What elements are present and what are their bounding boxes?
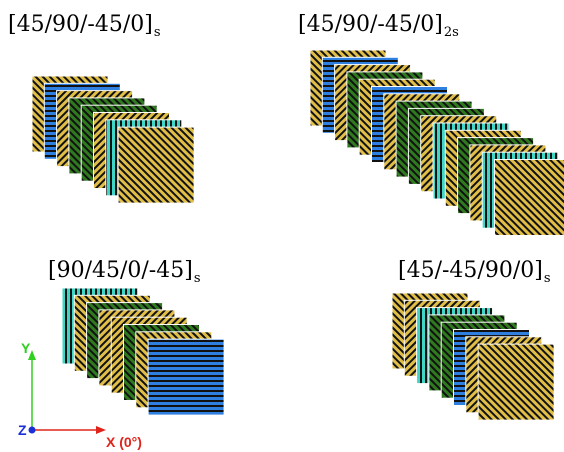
laminate-title-3-main: [90/45/0/-45] xyxy=(48,258,193,283)
coordinate-axes: Y X (0°) Z xyxy=(18,340,142,450)
y-axis-label: Y xyxy=(21,340,31,356)
z-axis-label: Z xyxy=(18,422,27,438)
ply-8 xyxy=(477,343,555,421)
laminate-stack-1 xyxy=(31,75,195,204)
laminate-title-2: [45/90/-45/0]2s xyxy=(298,12,459,40)
ply-8 xyxy=(117,126,195,204)
laminate-title-1-main: [45/90/-45/0] xyxy=(8,12,153,37)
y-axis-arrowhead xyxy=(28,350,36,360)
laminate-title-4-sub: s xyxy=(543,271,551,286)
laminate-title-2-main: [45/90/-45/0] xyxy=(298,12,443,37)
laminate-title-1-sub: s xyxy=(153,25,161,40)
laminate-title-4-main: [45/-45/90/0] xyxy=(398,258,543,283)
laminate-stack-2 xyxy=(309,49,564,236)
ply-16 xyxy=(494,159,564,236)
ply-8 xyxy=(147,338,225,416)
x-axis-label: X (0°) xyxy=(106,434,142,450)
x-axis-arrowhead xyxy=(96,426,106,434)
laminate-title-4: [45/-45/90/0]s xyxy=(398,258,551,286)
laminate-stack-3 xyxy=(61,287,225,416)
laminate-title-3-sub: s xyxy=(193,271,201,286)
laminate-title-1: [45/90/-45/0]s xyxy=(8,12,161,40)
laminate-title-2-sub: 2s xyxy=(443,25,459,40)
laminate-stack-4 xyxy=(391,292,555,421)
z-axis-dot xyxy=(28,426,36,434)
laminate-title-3: [90/45/0/-45]s xyxy=(48,258,201,286)
